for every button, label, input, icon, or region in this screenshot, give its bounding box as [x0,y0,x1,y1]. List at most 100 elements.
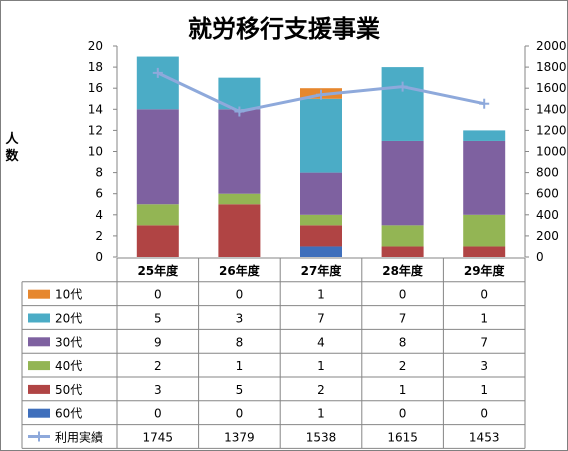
x-category-label: 29年度 [464,263,506,278]
legend-key-swatch [28,361,50,371]
y-tick-label: 0 [95,250,103,264]
legend-label: 10代 [55,288,82,302]
table-cell-value: 0 [480,288,488,302]
y-tick-label: 20 [88,39,103,53]
x-category-label: 28年度 [382,263,424,278]
legend-key-swatch [28,313,50,323]
y-tick-label: 12 [88,123,103,137]
chart-title: 就労移行支援事業 [188,15,380,43]
table-cell-value: 1379 [224,431,255,445]
line-point [479,98,490,109]
bar-segment [381,67,424,141]
legend-label: 利用実績 [55,430,103,445]
bar-segment [136,109,179,205]
legend-label: 30代 [55,335,82,349]
bar-segment [300,225,342,247]
table-cell-value: 3 [236,312,244,326]
y2-tick-label: 800 [536,166,559,180]
bar-segment [300,172,342,215]
y2-tick-label: 1800 [536,60,567,74]
data-table: 25年度 26年度 27年度 28年度 29年度 10代 0 0 1 0 0 20代 5 3 7 7 1 30代 9… [21,257,526,449]
table-cell-value: 0 [399,288,407,302]
table-cell-value: 4 [317,335,325,349]
y-tick-label: 8 [95,166,103,180]
bar-segment [463,130,506,141]
legend-key-swatch [28,289,50,299]
bar-segment [381,225,424,247]
table-cell-value: 3 [154,383,162,397]
table-cell-value: 1453 [469,431,500,445]
table-cell-value: 5 [236,383,244,397]
legend-label: 60代 [55,407,82,421]
table-cell-value: 0 [154,288,162,302]
y2-tick-label: 200 [536,229,559,243]
table-cell-value: 0 [399,407,407,421]
bar-segment [218,109,261,194]
x-category-label: 27年度 [301,263,343,278]
bar-segment [381,140,424,226]
y-tick-label: 10 [88,145,103,159]
bar-segment [300,98,342,173]
y-tick-label: 4 [95,208,103,222]
y-axis-label-char: 人 [5,131,19,147]
table-cell-value: 9 [154,335,162,349]
line-point [397,81,408,92]
plot-area: 0246810121416182002004006008001000120014… [88,39,567,264]
table-cell-value: 1 [480,383,488,397]
bar-segment [218,204,261,257]
y2-tick-label: 600 [536,187,559,201]
bar-segment [300,246,342,257]
line-point [152,67,163,78]
legend-key-swatch [28,337,50,347]
table-cell-value: 0 [236,407,244,421]
bar-segment [463,214,506,247]
table-cell-value: 7 [399,312,407,326]
y2-tick-label: 1600 [536,81,567,95]
table-cell-value: 1 [480,312,488,326]
table-cell-value: 2 [317,383,325,397]
table-cell-value: 1615 [387,431,418,445]
line-point [316,89,326,100]
y-tick-label: 18 [88,60,103,74]
bar-segment [381,246,424,257]
x-category-label: 25年度 [137,263,179,278]
table-cell-value: 5 [154,312,162,326]
table-cell-value: 1 [399,383,407,397]
bar-segment [136,56,179,110]
table-cell-value: 2 [154,359,162,373]
y2-tick-label: 1200 [536,123,567,137]
line-point [234,106,245,117]
legend-label: 50代 [55,383,82,397]
bar-segment [136,225,179,257]
table-cell-value: 1745 [143,431,174,445]
y2-tick-label: 0 [536,250,544,264]
table-cell-value: 8 [236,335,244,349]
legend-label: 20代 [55,312,82,326]
y2-tick-label: 400 [536,208,559,222]
y-tick-label: 16 [88,81,103,95]
y2-tick-label: 2000 [536,39,567,53]
y-axis-label: 人数 [5,131,19,164]
table-cell-value: 3 [480,359,488,373]
table-cell-value: 1 [317,407,325,421]
bar-segment [136,204,179,226]
bar-segment [300,214,342,226]
table-cell-value: 0 [480,407,488,421]
x-category-label: 26年度 [219,263,261,278]
legend-key-swatch [28,384,50,394]
table-cell-value: 2 [399,359,407,373]
table-cell-value: 1 [317,288,325,302]
table-cell-value: 1538 [306,431,337,445]
legend-key-swatch [28,408,50,418]
table-cell-value: 7 [317,312,325,326]
table-cell-value: 1 [236,359,244,373]
table-cell-value: 1 [317,359,325,373]
y2-tick-label: 1000 [536,145,567,159]
table-cell-value: 0 [236,288,244,302]
y2-tick-label: 1400 [536,102,567,116]
table-cell-value: 8 [399,335,407,349]
bar-segment [218,193,261,205]
table-cell-value: 7 [480,335,488,349]
bar-segment [463,246,506,257]
